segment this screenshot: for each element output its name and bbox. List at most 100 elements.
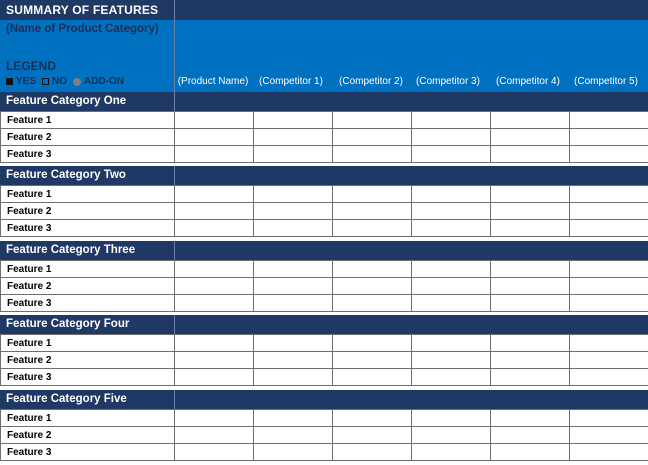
feature-value-cell[interactable] [490, 294, 570, 312]
feature-value-cell[interactable] [332, 426, 412, 444]
feature-value-cell[interactable] [332, 334, 412, 352]
feature-value-cell[interactable] [332, 219, 412, 237]
feature-value-cell[interactable] [174, 409, 254, 427]
feature-value-cell[interactable] [332, 260, 412, 278]
table-row: Feature 3 [0, 368, 648, 386]
feature-value-cell[interactable] [174, 145, 254, 163]
feature-value-cell[interactable] [332, 409, 412, 427]
feature-value-cell[interactable] [174, 111, 254, 129]
feature-value-cell[interactable] [569, 334, 648, 352]
feature-value-cell[interactable] [253, 185, 333, 203]
table-row: Feature 1 [0, 111, 648, 129]
feature-value-cell[interactable] [490, 219, 570, 237]
feature-value-cell[interactable] [332, 185, 412, 203]
feature-value-cell[interactable] [253, 409, 333, 427]
feature-value-cell[interactable] [253, 260, 333, 278]
feature-value-cell[interactable] [332, 294, 412, 312]
table-row: Feature 2 [0, 351, 648, 369]
feature-value-cell[interactable] [174, 351, 254, 369]
feature-value-cell[interactable] [411, 145, 491, 163]
feature-value-cell[interactable] [569, 351, 648, 369]
feature-value-cell[interactable] [411, 219, 491, 237]
feature-value-cell[interactable] [411, 426, 491, 444]
feature-value-cell[interactable] [174, 294, 254, 312]
feature-value-cell[interactable] [174, 368, 254, 386]
feature-value-cell[interactable] [490, 128, 570, 146]
feature-value-cell[interactable] [174, 202, 254, 220]
feature-value-cell[interactable] [411, 443, 491, 461]
feature-value-cell[interactable] [253, 202, 333, 220]
feature-value-cell[interactable] [253, 219, 333, 237]
feature-value-cell[interactable] [253, 294, 333, 312]
feature-value-cell[interactable] [569, 219, 648, 237]
feature-value-cell[interactable] [490, 426, 570, 444]
feature-value-cell[interactable] [411, 351, 491, 369]
feature-value-cell[interactable] [411, 128, 491, 146]
feature-value-cell[interactable] [411, 260, 491, 278]
feature-value-cell[interactable] [253, 128, 333, 146]
feature-value-cell[interactable] [569, 202, 648, 220]
feature-value-cell[interactable] [332, 277, 412, 295]
legend-yes-label: YES [16, 76, 37, 87]
feature-value-cell[interactable] [490, 185, 570, 203]
feature-value-cell[interactable] [332, 351, 412, 369]
feature-value-cell[interactable] [569, 294, 648, 312]
feature-value-cell[interactable] [569, 368, 648, 386]
feature-value-cell[interactable] [332, 443, 412, 461]
feature-value-cell[interactable] [253, 426, 333, 444]
feature-table: Feature 1 Feature 2 Feature 3 [0, 111, 648, 163]
feature-value-cell[interactable] [490, 111, 570, 129]
feature-value-cell[interactable] [174, 219, 254, 237]
feature-value-cell[interactable] [490, 368, 570, 386]
feature-value-cell[interactable] [253, 443, 333, 461]
feature-value-cell[interactable] [411, 294, 491, 312]
feature-value-cell[interactable] [569, 145, 648, 163]
feature-value-cell[interactable] [332, 128, 412, 146]
feature-value-cell[interactable] [569, 426, 648, 444]
feature-value-cell[interactable] [174, 260, 254, 278]
feature-value-cell[interactable] [490, 202, 570, 220]
gray-circle-icon [73, 77, 82, 86]
feature-value-cell[interactable] [332, 202, 412, 220]
feature-value-cell[interactable] [253, 368, 333, 386]
feature-value-cell[interactable] [490, 443, 570, 461]
feature-value-cell[interactable] [569, 409, 648, 427]
feature-value-cell[interactable] [174, 185, 254, 203]
feature-value-cell[interactable] [569, 260, 648, 278]
feature-value-cell[interactable] [174, 426, 254, 444]
column-header-3: (Competitor 3) [416, 76, 480, 87]
feature-value-cell[interactable] [174, 334, 254, 352]
feature-value-cell[interactable] [569, 277, 648, 295]
feature-value-cell[interactable] [490, 334, 570, 352]
feature-value-cell[interactable] [253, 351, 333, 369]
feature-value-cell[interactable] [411, 368, 491, 386]
feature-value-cell[interactable] [174, 277, 254, 295]
category-band: Feature Category Two [0, 166, 648, 185]
feature-value-cell[interactable] [174, 128, 254, 146]
legend-add-on-label: ADD-ON [84, 76, 125, 87]
feature-value-cell[interactable] [490, 277, 570, 295]
feature-value-cell[interactable] [253, 277, 333, 295]
feature-value-cell[interactable] [569, 111, 648, 129]
feature-value-cell[interactable] [411, 277, 491, 295]
feature-value-cell[interactable] [490, 409, 570, 427]
feature-value-cell[interactable] [411, 334, 491, 352]
feature-value-cell[interactable] [332, 145, 412, 163]
feature-value-cell[interactable] [490, 351, 570, 369]
feature-value-cell[interactable] [253, 334, 333, 352]
feature-value-cell[interactable] [411, 185, 491, 203]
table-row: Feature 1 [0, 409, 648, 427]
feature-value-cell[interactable] [411, 202, 491, 220]
feature-value-cell[interactable] [174, 443, 254, 461]
feature-value-cell[interactable] [569, 128, 648, 146]
feature-value-cell[interactable] [490, 145, 570, 163]
feature-value-cell[interactable] [411, 409, 491, 427]
feature-value-cell[interactable] [569, 185, 648, 203]
feature-value-cell[interactable] [253, 111, 333, 129]
feature-value-cell[interactable] [569, 443, 648, 461]
feature-value-cell[interactable] [253, 145, 333, 163]
feature-value-cell[interactable] [490, 260, 570, 278]
feature-value-cell[interactable] [332, 368, 412, 386]
feature-value-cell[interactable] [411, 111, 491, 129]
feature-value-cell[interactable] [332, 111, 412, 129]
